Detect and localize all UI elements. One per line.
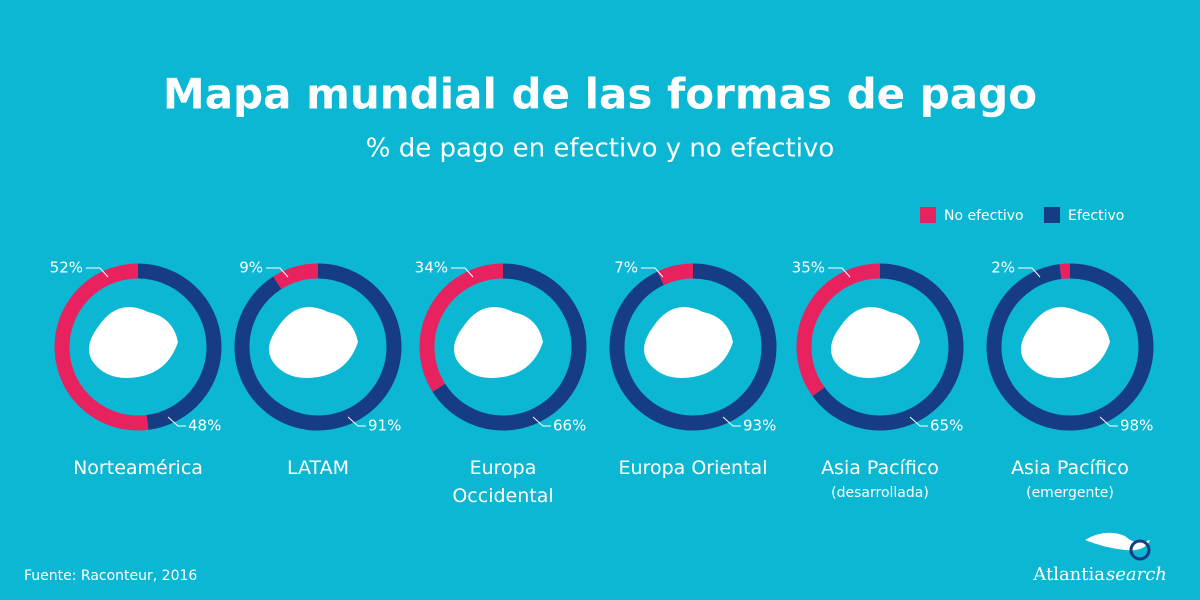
leader-line — [641, 267, 664, 278]
leader-line — [1018, 267, 1041, 278]
donut-segment — [812, 263, 964, 431]
leader-line — [451, 267, 474, 278]
leader-line — [86, 267, 109, 278]
map-shape — [644, 307, 733, 378]
leader-line — [909, 416, 928, 427]
donut-segment — [1059, 263, 1071, 280]
chart-title: Mapa mundial de las formas de pago — [163, 70, 1037, 119]
category-label: Europa Occidental — [418, 454, 588, 510]
donut-segment — [657, 263, 694, 286]
category-name: Asia Pacífico — [821, 457, 939, 479]
category-name: LATAM — [286, 457, 350, 479]
legend-label: No efectivo — [944, 208, 1024, 224]
value-label: 2% — [991, 259, 1015, 277]
map-shape — [454, 307, 543, 378]
logo: Atlantia search — [1032, 532, 1167, 585]
value-label: 65% — [930, 417, 963, 435]
leader-line — [1099, 416, 1118, 427]
leader-line — [532, 416, 551, 427]
leader-line — [828, 267, 851, 278]
value-label: 35% — [792, 259, 825, 277]
donut-segment — [986, 263, 1154, 431]
category-label: Europa Oriental — [608, 454, 778, 482]
brand-name: Atlantia — [1032, 564, 1105, 585]
map-shape — [1021, 307, 1110, 378]
category-note: (emergente) — [1026, 485, 1114, 501]
logo-icon — [1085, 532, 1150, 551]
donut-segment — [796, 263, 881, 397]
leader-line — [347, 416, 366, 427]
category-name: Asia Pacífico — [1011, 457, 1129, 479]
value-label: 48% — [188, 417, 221, 435]
category-name: Europa Oriental — [618, 457, 768, 479]
leader-line — [167, 416, 186, 427]
donut-segment — [234, 263, 402, 431]
leader-line — [266, 267, 289, 278]
leader-line — [722, 416, 741, 427]
map-shape — [269, 307, 358, 378]
category-label: Asia Pacífico (emergente) — [985, 454, 1155, 504]
category-name: Norteamérica — [73, 457, 203, 479]
value-label: 52% — [50, 259, 83, 277]
category-label: Norteamérica — [53, 454, 223, 482]
brand-suffix: search — [1106, 564, 1167, 585]
value-label: 66% — [553, 417, 586, 435]
donut-segment — [54, 263, 149, 431]
chart-subtitle: % de pago en efectivo y no efectivo — [366, 134, 834, 164]
map-shape — [89, 307, 178, 378]
category-note: (desarrollada) — [831, 485, 929, 501]
value-label: 93% — [743, 417, 776, 435]
donut-segment — [273, 263, 319, 290]
legend-swatch — [920, 207, 936, 223]
category-name: Europa Occidental — [452, 457, 554, 507]
value-label: 98% — [1120, 417, 1153, 435]
donut-segment — [609, 263, 777, 431]
source: Fuente: Raconteur, 2016 — [24, 568, 197, 584]
value-label: 9% — [239, 259, 263, 277]
donut-segment — [137, 263, 222, 430]
legend-label: Efectivo — [1068, 208, 1124, 224]
legend-swatch — [1044, 207, 1060, 223]
category-label: LATAM — [233, 454, 403, 482]
value-label: 91% — [368, 417, 401, 435]
category-label: Asia Pacífico (desarrollada) — [795, 454, 965, 504]
value-label: 7% — [614, 259, 638, 277]
logo-icon — [1129, 539, 1151, 561]
map-shape — [831, 307, 920, 378]
value-label: 34% — [415, 259, 448, 277]
donut-segment — [419, 263, 504, 392]
donut-segment — [432, 263, 587, 431]
